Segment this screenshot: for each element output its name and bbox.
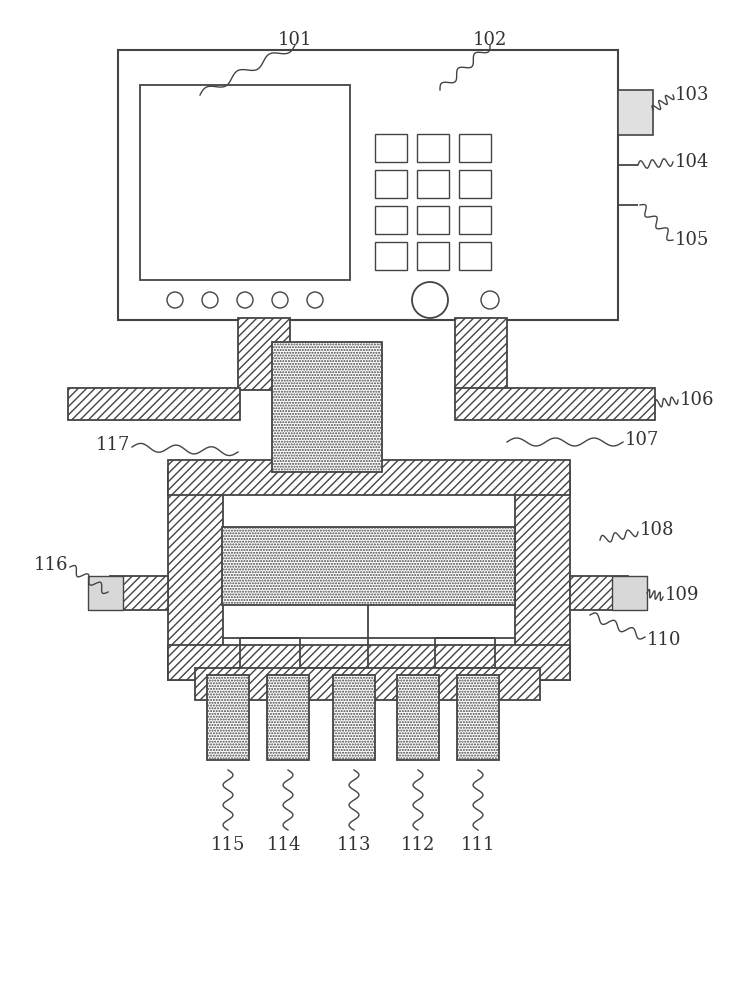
Bar bbox=[455, 318, 507, 390]
Bar bbox=[417, 206, 449, 234]
Bar bbox=[459, 170, 491, 198]
Text: 104: 104 bbox=[675, 153, 709, 171]
Bar bbox=[222, 527, 515, 605]
Bar bbox=[168, 460, 570, 495]
Text: 109: 109 bbox=[665, 586, 699, 604]
Bar bbox=[68, 388, 240, 420]
Text: 110: 110 bbox=[647, 631, 681, 649]
Bar bbox=[515, 470, 570, 680]
Bar bbox=[375, 242, 407, 270]
Bar bbox=[88, 576, 123, 610]
Bar bbox=[333, 675, 375, 760]
Bar bbox=[168, 645, 570, 680]
Bar bbox=[457, 675, 499, 760]
Bar bbox=[168, 470, 223, 680]
Text: 102: 102 bbox=[473, 31, 507, 49]
Bar bbox=[110, 576, 168, 610]
Text: 113: 113 bbox=[337, 836, 371, 854]
Bar bbox=[417, 134, 449, 162]
Text: 117: 117 bbox=[96, 436, 130, 454]
Bar bbox=[267, 675, 309, 760]
Bar bbox=[618, 90, 653, 135]
Bar bbox=[375, 170, 407, 198]
Bar bbox=[459, 134, 491, 162]
Bar bbox=[375, 134, 407, 162]
Text: 103: 103 bbox=[675, 86, 710, 104]
Text: 111: 111 bbox=[461, 836, 495, 854]
Bar bbox=[570, 576, 628, 610]
Text: 114: 114 bbox=[267, 836, 301, 854]
Text: 101: 101 bbox=[278, 31, 312, 49]
Bar bbox=[238, 318, 290, 390]
Bar bbox=[417, 170, 449, 198]
Bar bbox=[272, 342, 382, 472]
Text: 106: 106 bbox=[680, 391, 714, 409]
Bar bbox=[118, 50, 618, 320]
Text: 112: 112 bbox=[401, 836, 435, 854]
Bar bbox=[397, 675, 439, 760]
Text: 107: 107 bbox=[625, 431, 660, 449]
Bar bbox=[455, 388, 655, 420]
Bar bbox=[140, 85, 350, 280]
Text: 116: 116 bbox=[34, 556, 68, 574]
Text: 105: 105 bbox=[675, 231, 709, 249]
Bar bbox=[417, 242, 449, 270]
Bar bbox=[459, 242, 491, 270]
Bar bbox=[612, 576, 647, 610]
Bar bbox=[195, 668, 540, 700]
Text: 108: 108 bbox=[640, 521, 675, 539]
Text: 115: 115 bbox=[211, 836, 245, 854]
Bar bbox=[375, 206, 407, 234]
Bar bbox=[459, 206, 491, 234]
Bar bbox=[207, 675, 249, 760]
